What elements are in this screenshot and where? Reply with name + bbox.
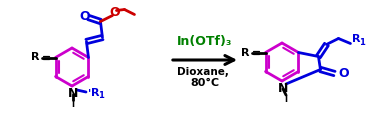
Text: R: R — [352, 35, 361, 44]
Text: R: R — [91, 88, 99, 98]
Text: R: R — [31, 52, 40, 62]
Text: 80°C: 80°C — [191, 78, 220, 88]
Text: O: O — [338, 67, 349, 80]
Text: 1: 1 — [98, 91, 104, 100]
Text: R: R — [241, 47, 249, 58]
Text: O: O — [79, 10, 90, 23]
Text: N: N — [68, 87, 78, 100]
Text: I: I — [71, 100, 74, 109]
Text: Dioxane,: Dioxane, — [177, 67, 229, 77]
Text: ': ' — [88, 88, 91, 98]
Text: 1: 1 — [359, 38, 365, 47]
Text: I: I — [285, 95, 288, 104]
Text: O: O — [109, 6, 120, 19]
Text: In(OTf)₃: In(OTf)₃ — [177, 35, 233, 48]
Text: N: N — [278, 82, 288, 95]
